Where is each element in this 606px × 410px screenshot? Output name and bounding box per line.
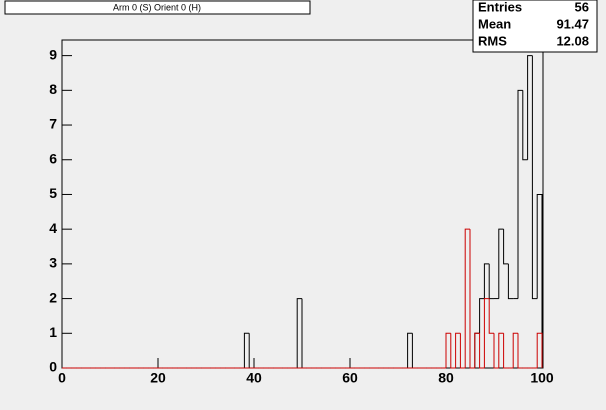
histogram-step <box>459 333 466 369</box>
histogram-step <box>507 263 514 300</box>
histogram-step <box>488 298 494 334</box>
stats-label: Mean <box>478 16 511 31</box>
stats-value: 12.08 <box>556 33 589 48</box>
histogram-step <box>517 89 523 299</box>
stats-box <box>472 0 598 53</box>
histogram-step <box>445 332 451 368</box>
y-tick-label: 8 <box>49 81 57 97</box>
stats-label: RMS <box>478 33 507 48</box>
y-tick-label: 5 <box>49 185 57 201</box>
x-tick-label: 0 <box>58 370 66 386</box>
histogram-step <box>512 332 518 368</box>
histogram-step <box>483 298 490 368</box>
histogram-step <box>483 263 490 299</box>
y-tick-label: 3 <box>49 255 57 271</box>
histogram-step <box>450 333 456 369</box>
chart-title: Arm 0 (S) Orient 0 (H) <box>113 2 201 12</box>
histogram-step <box>536 332 543 368</box>
y-tick-label: 9 <box>49 46 57 62</box>
histogram-step <box>296 298 302 368</box>
stats-label: Entries <box>478 0 522 14</box>
y-tick-label: 4 <box>49 220 57 236</box>
histogram-step <box>493 333 499 369</box>
x-tick-label: 60 <box>342 370 358 386</box>
histogram-step <box>522 90 528 161</box>
y-tick-label: 1 <box>49 324 57 340</box>
histogram-step <box>498 228 504 299</box>
histogram-step <box>474 332 480 368</box>
histogram-step <box>243 332 250 368</box>
histogram-step <box>536 193 543 368</box>
histogram-step <box>517 333 523 369</box>
histogram-step <box>469 229 475 369</box>
histogram-step <box>479 333 485 369</box>
x-tick-label: 100 <box>530 370 554 386</box>
histogram-step <box>498 332 504 368</box>
histogram-step <box>531 55 538 300</box>
y-tick-label: 7 <box>49 116 57 132</box>
stats-value: 91.47 <box>556 16 589 31</box>
x-tick-label: 80 <box>438 370 454 386</box>
x-tick-label: 20 <box>150 370 166 386</box>
histogram-step <box>527 55 533 160</box>
histogram-step <box>455 332 461 368</box>
y-tick-label: 6 <box>49 150 57 166</box>
stats-value: 56 <box>575 0 589 14</box>
histogram-step <box>464 228 470 368</box>
y-tick-label: 2 <box>49 289 57 305</box>
histogram-step <box>479 298 485 334</box>
y-tick-label: 0 <box>49 359 57 375</box>
x-tick-label: 40 <box>246 370 262 386</box>
histogram-step <box>503 333 509 369</box>
histogram-step <box>503 229 509 265</box>
title-box <box>4 0 311 15</box>
histogram-step <box>407 332 413 368</box>
